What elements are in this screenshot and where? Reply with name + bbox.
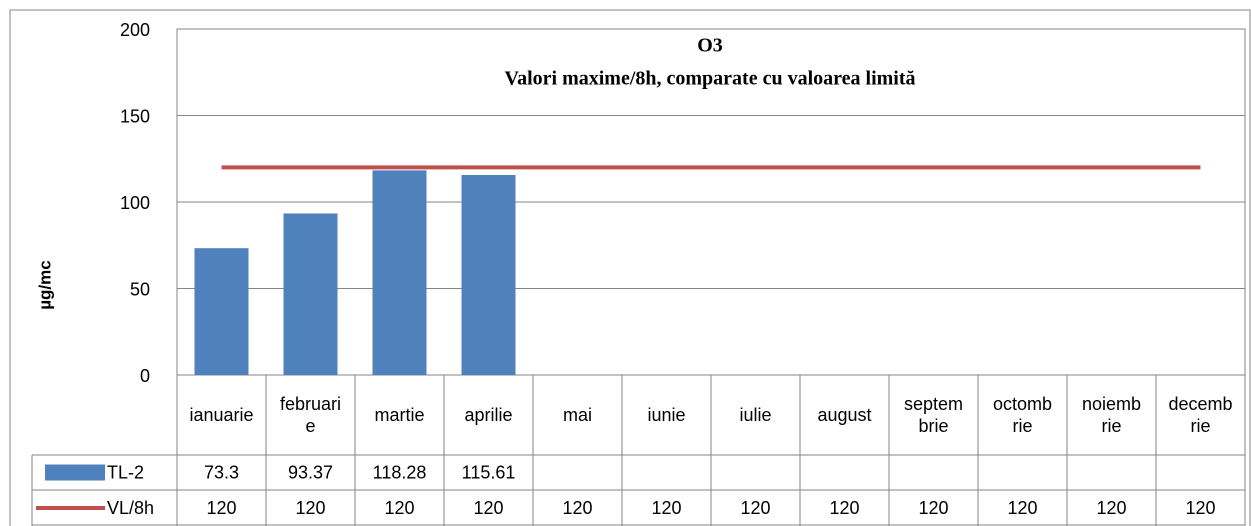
x-tick-cell: mai	[562, 405, 592, 425]
x-tick-cell: septembrie	[903, 394, 964, 436]
legend-swatch	[45, 464, 105, 481]
x-tick-label: septembrie	[903, 394, 964, 436]
table-value: 120	[562, 498, 592, 518]
x-tick-cell: octombrie	[992, 394, 1053, 436]
x-tick-label: octombrie	[992, 394, 1053, 436]
y-tick-label: 0	[140, 366, 150, 386]
x-tick-label: decembrie	[1168, 394, 1233, 436]
x-tick-label: martie	[374, 405, 425, 425]
table-value: 120	[829, 498, 859, 518]
x-tick-label: iunie	[647, 405, 686, 425]
table-value: 120	[384, 498, 414, 518]
y-tick-label: 200	[120, 20, 150, 40]
table-value: 120	[1007, 498, 1037, 518]
table-value: 120	[295, 498, 325, 518]
legend-label: VL/8h	[107, 498, 154, 518]
bar	[461, 174, 516, 375]
table-value: 115.61	[462, 462, 516, 482]
y-tick-label: 150	[120, 106, 150, 126]
table-value: 120	[1185, 498, 1215, 518]
bar	[372, 170, 427, 375]
x-tick-cell: iunie	[647, 405, 686, 425]
x-tick-label: noiembrie	[1081, 394, 1142, 436]
x-tick-label: ianuarie	[189, 405, 254, 425]
y-tick-label: 100	[120, 193, 150, 213]
chart-subtitle: Valori maxime/8h, comparate cu valoarea …	[504, 68, 915, 90]
x-tick-label: februarie	[279, 394, 342, 436]
y-axis-label: µg/mc	[35, 260, 54, 309]
x-tick-label: aprilie	[464, 405, 513, 425]
table-value: 93.37	[288, 462, 333, 482]
legend-label: TL-2	[107, 462, 144, 482]
bar	[283, 213, 338, 375]
y-tick-label: 50	[130, 279, 150, 299]
chart-border	[9, 9, 1251, 526]
bar	[194, 248, 249, 375]
table-value: 73.3	[204, 462, 239, 482]
chart-title: O3	[697, 35, 723, 57]
x-tick-cell: iulie	[739, 405, 772, 425]
table-value: 120	[1096, 498, 1126, 518]
x-tick-cell: ianuarie	[189, 405, 254, 425]
table-value: 120	[918, 498, 948, 518]
x-tick-label: mai	[562, 405, 592, 425]
x-tick-cell: august	[817, 405, 872, 425]
x-tick-label: august	[817, 405, 872, 425]
x-tick-cell: februarie	[279, 394, 342, 436]
table-value: 118.28	[373, 462, 427, 482]
x-tick-cell: martie	[374, 405, 425, 425]
x-tick-label: iulie	[739, 405, 772, 425]
x-tick-cell: aprilie	[464, 405, 513, 425]
x-tick-cell: decembrie	[1168, 394, 1233, 436]
table-value: 120	[651, 498, 681, 518]
x-tick-cell: noiembrie	[1081, 394, 1142, 436]
table-value: 120	[740, 498, 770, 518]
table-value: 120	[206, 498, 236, 518]
table-value: 120	[473, 498, 503, 518]
